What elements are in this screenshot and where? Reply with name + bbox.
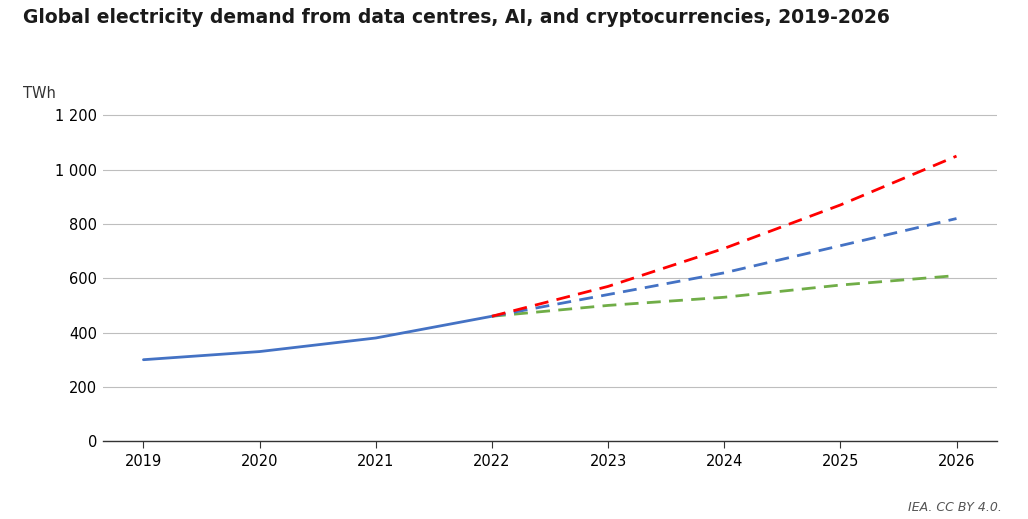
Text: Global electricity demand from data centres, AI, and cryptocurrencies, 2019-2026: Global electricity demand from data cent…	[23, 8, 889, 27]
Text: IEA. CC BY 4.0.: IEA. CC BY 4.0.	[909, 501, 1002, 514]
Text: TWh: TWh	[23, 86, 56, 101]
